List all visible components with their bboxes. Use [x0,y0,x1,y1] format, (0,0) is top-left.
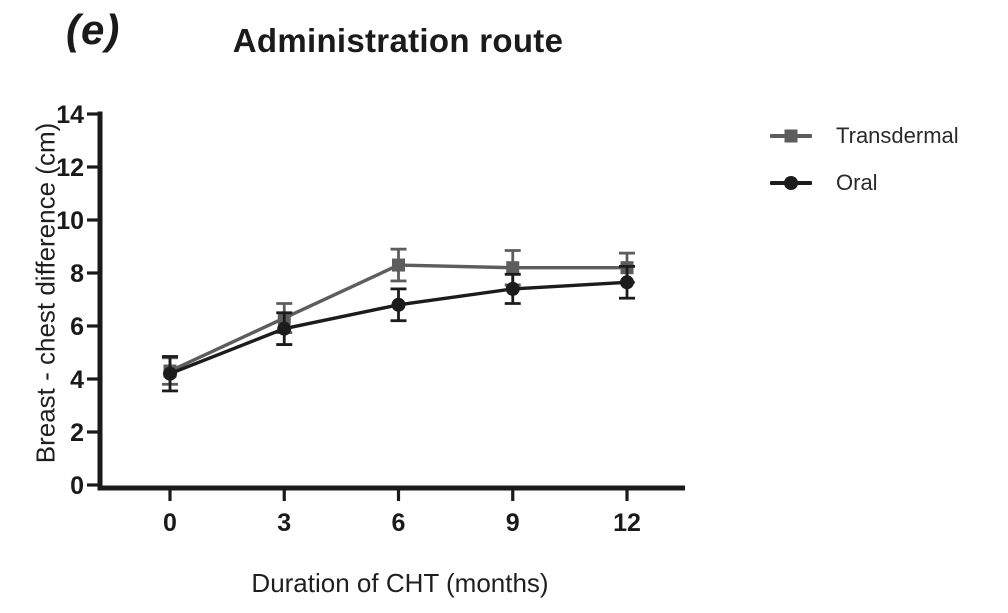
circle-marker [620,275,634,290]
y-tick-label: 14 [56,101,84,129]
legend-item-transdermal: Transdermal [770,123,959,149]
legend: Transdermal Oral [770,123,959,196]
y-axis: 0 2 4 6 8 10 12 14 [56,101,103,500]
circle-marker [505,281,520,296]
legend-label: Oral [836,170,878,195]
legend-item-oral: Oral [770,170,959,196]
circle-marker [391,297,406,312]
series-oral [162,264,635,393]
figure-label: (e) [66,6,121,53]
square-marker [392,258,405,272]
circle-marker-icon [770,170,812,196]
y-tick-label: 6 [70,313,84,341]
circle-marker [163,366,177,381]
x-axis: 0 3 6 9 12 [97,485,685,537]
square-marker-icon [770,123,812,149]
x-tick-label: 9 [506,509,520,537]
x-tick-label: 3 [277,509,291,537]
y-tick-label: 8 [70,260,84,288]
square-marker [506,261,520,275]
y-tick-label: 12 [56,154,84,182]
x-tick-label: 6 [392,509,406,537]
y-tick-label: 10 [56,207,84,235]
y-tick-label: 0 [70,472,84,500]
x-axis-title: Duration of CHT (months) [251,568,549,598]
chart-title: Administration route [232,22,564,59]
x-tick-label: 0 [163,509,177,537]
circle-marker [277,321,292,336]
legend-label: Transdermal [836,123,959,148]
y-tick-label: 4 [70,366,84,394]
y-tick-label: 2 [70,419,84,447]
x-tick-label: 12 [613,509,641,537]
